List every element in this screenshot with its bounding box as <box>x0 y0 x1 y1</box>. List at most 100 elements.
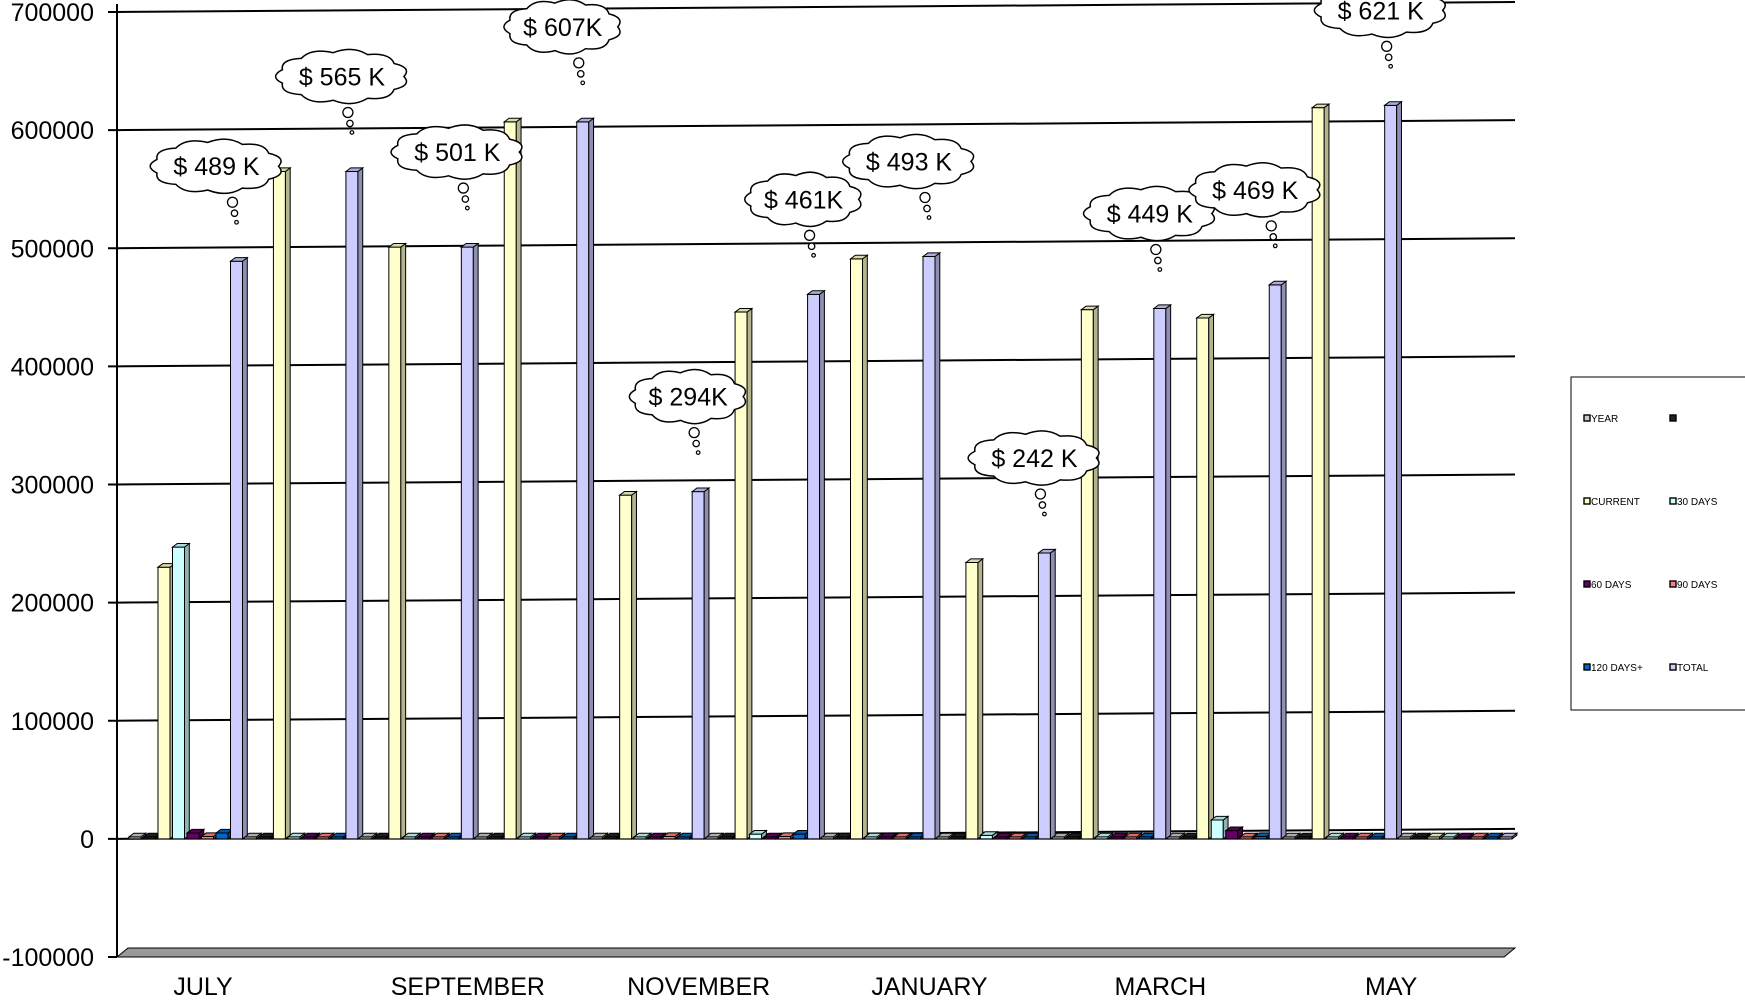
bar <box>1007 832 1028 840</box>
bar <box>1152 303 1173 840</box>
legend-label: TOTAL <box>1677 663 1709 674</box>
y-tick-label: 400000 <box>11 353 94 381</box>
bar <box>127 832 148 840</box>
legend-label: 90 DAYS <box>1677 580 1718 591</box>
bar <box>661 831 682 840</box>
gridline <box>116 119 1516 132</box>
callout-label: $ 449 K <box>1107 200 1194 228</box>
x-tick-label: MARCH <box>1114 973 1206 1001</box>
floor-slab <box>115 947 1517 958</box>
bar <box>271 166 292 840</box>
legend-label: 30 DAYS <box>1677 497 1718 508</box>
chart-floor <box>115 947 1517 958</box>
value-callout: $ 607K <box>503 0 621 86</box>
legend-item: 120 DAYS+ <box>1583 663 1643 674</box>
callout-label: $ 501 K <box>414 139 501 167</box>
bar <box>401 832 422 840</box>
bar <box>1310 103 1331 840</box>
bar <box>618 490 638 840</box>
y-tick-label: 0 <box>80 826 94 854</box>
bar <box>1469 832 1490 840</box>
legend-item <box>1669 414 1677 422</box>
bar <box>1354 832 1374 840</box>
bar <box>1411 832 1432 840</box>
y-tick-label: 100000 <box>11 708 94 736</box>
callout-label: $ 242 K <box>991 445 1078 473</box>
bar <box>978 830 999 840</box>
legend-item: CURRENT <box>1583 497 1640 508</box>
bars <box>127 100 1519 840</box>
bar <box>1238 832 1259 840</box>
bar <box>502 117 523 840</box>
bar <box>964 557 985 840</box>
bar <box>690 486 711 840</box>
bar <box>892 832 913 840</box>
legend-swatch <box>1583 580 1591 588</box>
legend-item: TOTAL <box>1669 663 1709 674</box>
legend-box <box>1570 376 1745 711</box>
callout-label: $ 489 K <box>173 153 260 181</box>
callout-label: $ 461K <box>764 186 844 214</box>
x-tick-label: MAY <box>1365 973 1418 1001</box>
callout-label: $ 493 K <box>866 149 953 177</box>
value-callout: $ 621 K <box>1313 0 1446 69</box>
x-axis-tick-labels: JULY SEPTEMBER NOVEMBER JANUARY MARCH MAY <box>173 973 1417 1001</box>
bar <box>1094 832 1115 840</box>
value-callout: $ 469 K <box>1188 162 1321 249</box>
callout-label: $ 621 K <box>1338 0 1425 25</box>
bar <box>806 289 826 840</box>
y-tick-label: -100000 <box>2 944 94 972</box>
callout-label: $ 607K <box>523 14 603 42</box>
bar <box>1383 100 1403 840</box>
bar <box>1036 548 1057 840</box>
bar <box>1498 832 1519 840</box>
bar <box>344 166 365 840</box>
value-callout: $ 565 K <box>274 48 408 135</box>
value-callout: $ 493 K <box>841 133 975 220</box>
bar <box>531 832 552 840</box>
x-tick-label: SEPTEMBER <box>391 973 545 1001</box>
callout-label: $ 469 K <box>1212 177 1299 205</box>
bar <box>185 828 206 840</box>
callout-label: $ 565 K <box>299 63 386 91</box>
legend-item: 60 DAYS <box>1583 580 1632 591</box>
value-callout: $ 489 K <box>149 138 282 225</box>
y-tick-label: 200000 <box>11 590 94 618</box>
bar <box>921 251 942 840</box>
legend-swatch <box>1669 414 1677 422</box>
y-tick-label: 600000 <box>11 117 94 145</box>
legend-label: 120 DAYS+ <box>1591 663 1643 674</box>
legend: YEAR CURRENT 30 DAYS 60 DAYS 90 DAYS 120 DAYS… <box>1570 376 1745 711</box>
y-axis-tick-labels: 700000 600000 500000 400000 300000 200000 1000… <box>2 0 94 972</box>
y-tick-label: 500000 <box>11 235 94 263</box>
value-callout: $ 461K <box>744 171 862 258</box>
value-callout: $ 294K <box>628 368 747 455</box>
y-tick-label: 700000 <box>11 0 94 27</box>
bar <box>1339 832 1360 840</box>
bar <box>849 254 869 840</box>
bar <box>171 542 191 840</box>
bar <box>1195 313 1216 840</box>
legend-swatch <box>1583 663 1591 671</box>
legend-item: 90 DAYS <box>1669 580 1718 591</box>
bar <box>229 256 249 840</box>
callout-label: $ 294K <box>649 384 729 412</box>
legend-swatch <box>1669 580 1677 588</box>
legend-label: YEAR <box>1591 414 1618 425</box>
value-callout: $ 449 K <box>1082 185 1216 272</box>
bar <box>1079 305 1100 840</box>
bar <box>242 832 263 840</box>
value-callouts: $ 489 K $ 565 K $ 501 K $ 607K $ 294K $ 461K $… <box>149 0 1446 517</box>
bar <box>459 242 480 840</box>
value-callout: $ 242 K <box>967 430 1100 517</box>
legend-swatch <box>1669 663 1677 671</box>
bar <box>300 832 321 840</box>
value-callout: $ 501 K <box>390 124 523 211</box>
bar <box>748 829 768 840</box>
bar <box>877 832 898 840</box>
bar <box>416 832 437 840</box>
x-tick-label: NOVEMBER <box>627 973 770 1001</box>
bar <box>733 307 754 840</box>
legend-swatch <box>1669 497 1677 505</box>
